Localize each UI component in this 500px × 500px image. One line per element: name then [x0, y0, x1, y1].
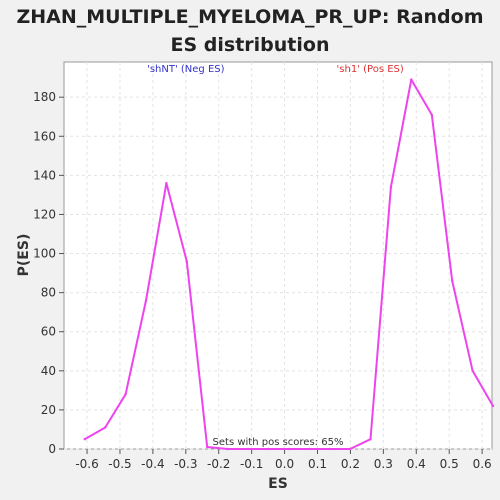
- data-point: [226, 447, 229, 451]
- data-point: [267, 447, 270, 451]
- x-tick-label: -0.3: [174, 457, 197, 471]
- x-tick-label: -0.2: [207, 457, 230, 471]
- data-point: [287, 447, 291, 451]
- y-tick-label: 20: [41, 403, 56, 417]
- annotation-text: 'shNT' (Neg ES): [147, 64, 225, 75]
- annotation-text: 'sh1' (Pos ES): [337, 64, 404, 75]
- data-point: [124, 393, 127, 396]
- data-point: [185, 260, 189, 263]
- data-point: [308, 447, 311, 451]
- x-tick-label: -0.1: [240, 457, 263, 471]
- data-point: [410, 78, 413, 81]
- plot-area: [63, 61, 493, 450]
- y-tick-label: 120: [33, 207, 56, 221]
- data-point: [471, 369, 474, 373]
- chart-title: ZHAN_MULTIPLE_MYELOMA_PR_UP: Random ES d…: [16, 6, 484, 56]
- y-tick-label: 100: [33, 247, 56, 261]
- data-point: [348, 447, 352, 451]
- data-point: [328, 447, 331, 451]
- x-tick-label: 0.4: [407, 457, 426, 471]
- axes: -0.6 -0.5 -0.4 -0.3 -0.2 -0.1 0.0 0.1 0.2 0.3 0.4 0…: [33, 90, 492, 471]
- x-tick-label: 0.0: [275, 457, 294, 471]
- x-tick-label: 0.5: [440, 457, 459, 471]
- data-point: [83, 438, 86, 441]
- x-axis-label: ES: [268, 476, 288, 492]
- x-tick-label: -0.5: [108, 457, 131, 471]
- y-tick-label: 80: [41, 286, 56, 300]
- data-point: [491, 404, 495, 408]
- data-point: [144, 299, 148, 302]
- y-tick-label: 0: [48, 442, 56, 456]
- x-tick-label: 0.1: [308, 457, 327, 471]
- x-tick-label: -0.4: [141, 457, 164, 471]
- data-point: [103, 426, 107, 429]
- y-tick-label: 180: [33, 90, 56, 104]
- y-tick-label: 40: [41, 364, 56, 378]
- annotations: 'shNT' (Neg ES) 'sh1' (Pos ES) Sets with p…: [147, 64, 404, 448]
- x-tick-label: 0.3: [374, 457, 393, 471]
- y-tick-label: 60: [41, 325, 56, 339]
- y-tick-label: 140: [33, 168, 56, 182]
- data-point: [450, 279, 454, 283]
- y-axis-label: P(ES): [16, 234, 32, 277]
- x-tick-label: 0.6: [473, 457, 492, 471]
- x-tick-label: 0.2: [341, 457, 360, 471]
- y-tick-label: 160: [33, 129, 56, 143]
- data-point: [369, 438, 372, 441]
- data-point: [389, 185, 393, 189]
- annotation-text: Sets with pos scores: 65%: [213, 437, 344, 448]
- data-point: [206, 445, 209, 449]
- data-point: [246, 447, 250, 451]
- series-layer: [83, 78, 495, 451]
- x-tick-label: -0.6: [75, 457, 98, 471]
- data-point: [165, 181, 168, 185]
- data-point: [430, 113, 433, 116]
